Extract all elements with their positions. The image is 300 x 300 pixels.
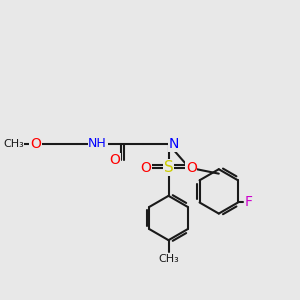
Text: F: F [245,196,253,209]
Text: CH₃: CH₃ [158,254,179,263]
Text: O: O [140,161,151,175]
Text: O: O [30,137,41,151]
Text: N: N [169,137,179,151]
Text: S: S [164,160,173,175]
Text: CH₃: CH₃ [3,139,24,149]
Text: O: O [109,153,120,167]
Text: NH: NH [88,137,107,150]
Text: O: O [186,161,197,175]
